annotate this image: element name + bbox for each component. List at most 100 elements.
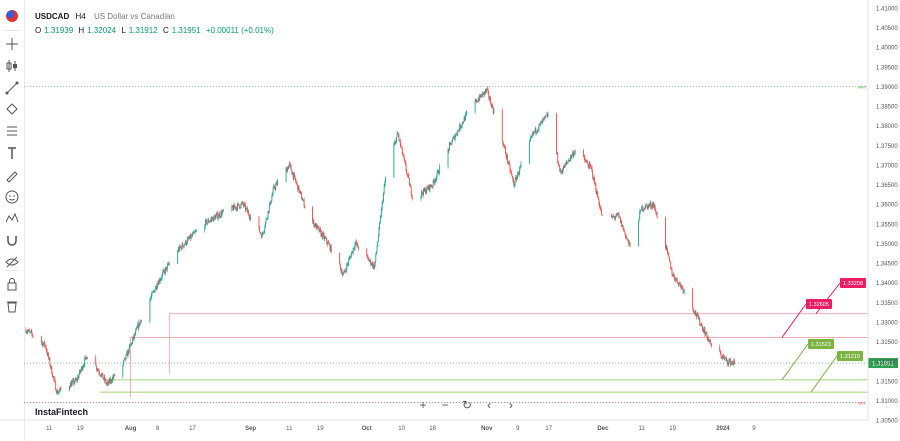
candle-body [485,89,487,92]
reset-button[interactable]: ↻ [461,398,473,412]
candle-body [408,175,410,178]
candle-body [231,205,233,211]
scroll-back-button[interactable]: ‹ [487,398,491,412]
time-tick-label: 19 [669,426,676,432]
candle-body [286,168,288,172]
candle-body [340,267,342,272]
candle-body [433,180,435,182]
zoom-in-button[interactable]: + [419,398,427,412]
candle-body [294,175,296,180]
candle-body [692,289,694,309]
resistance-2-connector [815,282,841,315]
candle-body [585,160,586,162]
candle-body [259,232,261,233]
candle-body [59,390,61,392]
candle-body [456,134,458,135]
candle-body [373,263,375,269]
text-icon[interactable] [4,145,20,161]
candle-icon[interactable] [4,58,20,74]
candle-body [233,204,235,208]
candle-body [238,203,240,206]
candle-body [131,343,133,344]
candle-body [621,224,623,227]
candle-body [699,324,701,326]
candle-body [190,235,192,239]
candle-body [223,209,224,211]
candle-body [595,184,597,191]
zoom-out-button[interactable]: − [441,398,449,412]
candle-body [727,360,728,364]
candle-body [425,191,427,194]
candle-body [428,185,430,191]
candle-body [194,231,196,233]
candle-body [179,245,181,251]
candle-body [297,185,299,191]
candle-body [665,245,667,249]
trash-icon[interactable] [4,298,20,314]
candle-body [25,329,27,333]
candle-body [652,204,654,208]
candle-body [208,219,210,223]
candle-body [601,215,603,216]
candle-body [81,366,82,370]
candle-body [190,235,192,239]
candle-body [692,308,694,312]
candle-body [327,242,329,245]
magnet-icon[interactable] [4,232,20,248]
timeframe[interactable]: H4 [75,12,86,21]
candle-body [160,278,162,281]
candle-body [519,167,521,173]
candle-body [161,277,162,279]
scroll-forward-button[interactable]: › [509,398,513,412]
candle-body [728,360,730,362]
candle-body [351,251,353,254]
candle-body [568,160,570,162]
trend-line-icon[interactable] [4,80,20,96]
candle-body [652,203,654,208]
pattern-icon[interactable] [4,101,20,117]
candle-body [162,272,164,275]
candle-body [341,271,343,276]
lock-icon[interactable] [4,276,20,292]
candle-body [353,248,355,249]
fib-icon[interactable] [4,123,20,139]
candle-body [459,124,461,131]
candle-body [132,339,133,344]
candle-body [623,229,625,232]
candle-body [565,163,566,165]
candle-body [556,153,558,155]
candle-body [479,94,481,101]
candle-body [640,209,642,211]
support-1-connector [781,343,809,381]
candle-body [650,206,652,208]
candle-body [243,203,244,206]
candle-body [459,124,461,129]
candle-body [122,364,124,377]
candle-body [184,244,186,245]
candle-body [693,311,695,313]
candle-body [397,132,399,134]
candle-body [31,331,33,334]
candle-body [591,167,593,171]
candle-body [477,98,479,102]
emoji-icon[interactable] [4,189,20,205]
candle-body [133,333,135,338]
candle-body [235,207,237,209]
candle-body [72,380,73,383]
hide-icon[interactable] [4,254,20,270]
candle-body [705,333,706,336]
brush-icon[interactable] [4,167,20,183]
measure-icon[interactable] [4,210,20,226]
candle-body [324,237,326,239]
time-tick-label: 19 [317,426,324,432]
candle-body [653,203,655,208]
candle-body [113,374,115,378]
candle-body [44,341,46,346]
candle-body [187,237,189,240]
crosshair-icon[interactable] [4,36,20,52]
candle-body [134,333,136,335]
candle-body [626,237,628,239]
price-tick-label: 1.36000 [876,203,898,209]
support-2-tag-label: 1.31210 [840,354,860,360]
